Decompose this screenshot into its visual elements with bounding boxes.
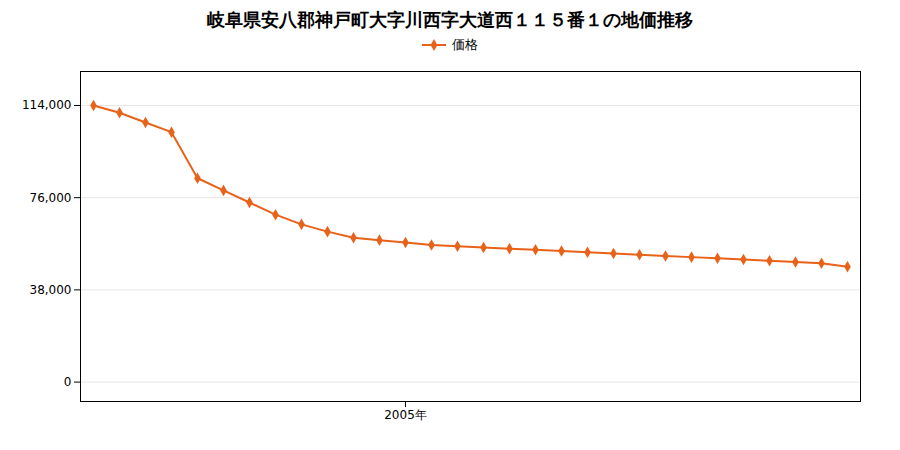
svg-text:38,000: 38,000: [30, 283, 72, 297]
svg-text:114,000: 114,000: [22, 98, 72, 112]
html-text:岐阜県安八郡神戸町大字川西字大道西１１５番１の地価推移: 岐阜県安八郡神戸町大字川西字大道西１１５番１の地価推移: [207, 9, 693, 30]
html-text:価格: 価格: [452, 37, 478, 52]
svg-text:76,000: 76,000: [30, 191, 72, 205]
svg-text:2005年: 2005年: [384, 408, 427, 422]
svg-text:0: 0: [64, 375, 72, 389]
